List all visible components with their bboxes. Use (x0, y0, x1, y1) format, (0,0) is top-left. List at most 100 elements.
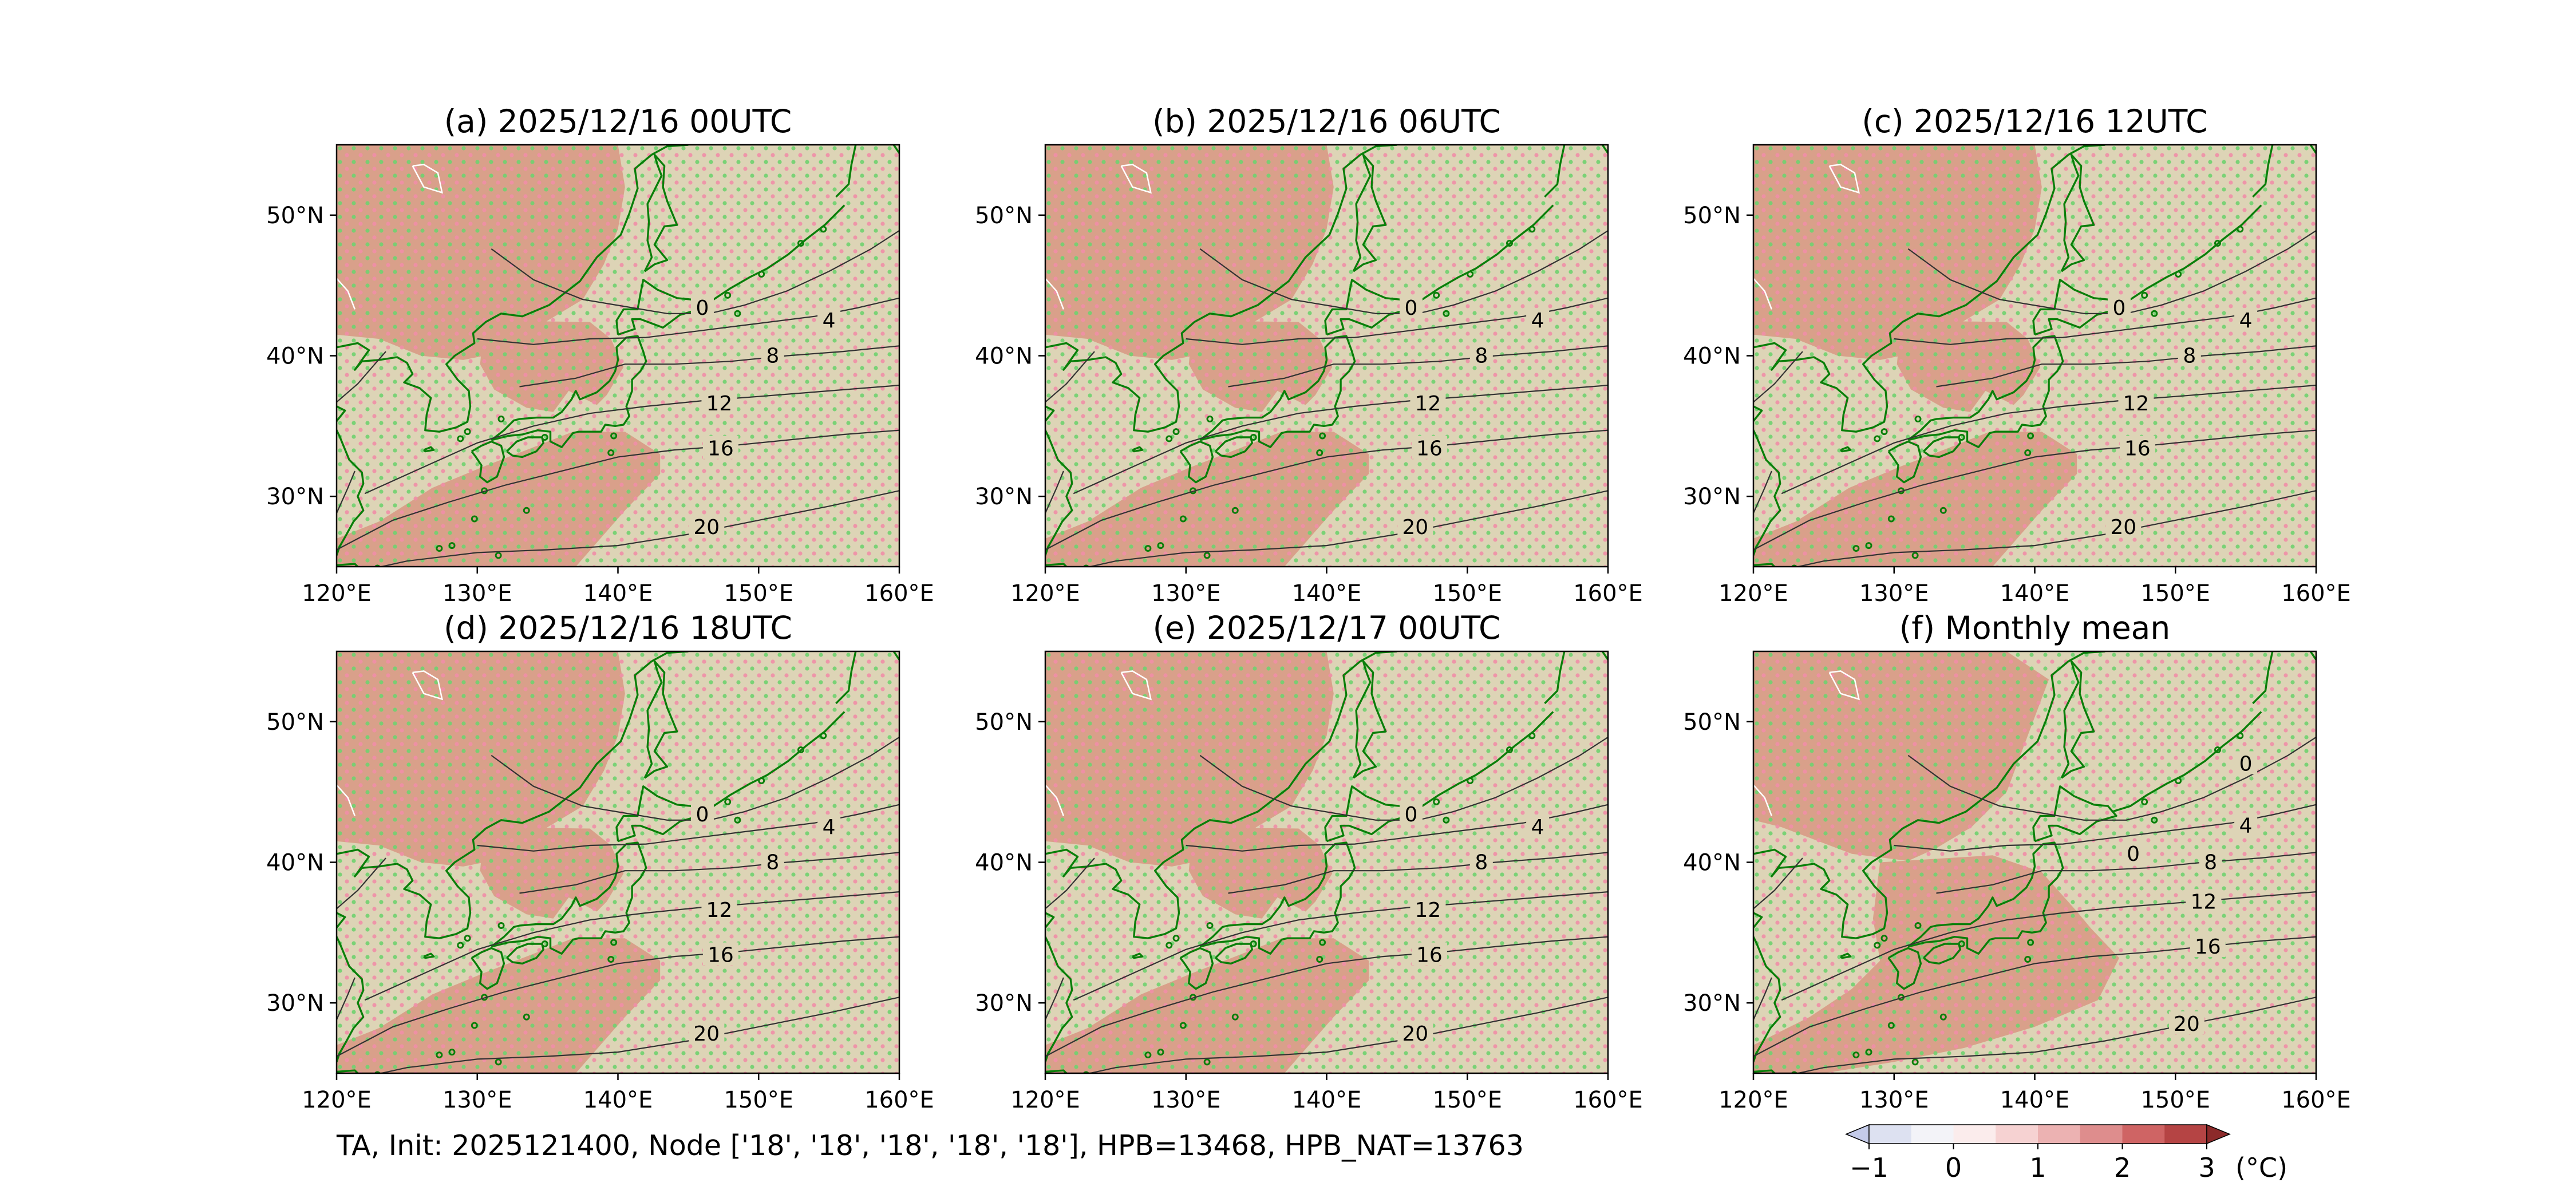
island (1467, 271, 1474, 278)
lon-tick-label: 140°E (1292, 1087, 1362, 1113)
contour-line (337, 936, 899, 1057)
contour-label-bg (1397, 1021, 1433, 1045)
island (1528, 226, 1536, 233)
contour-line (1228, 345, 1608, 388)
panel-title: (f) Monthly mean (1899, 610, 2170, 646)
island (1231, 1013, 1239, 1021)
contour-line (1045, 857, 1095, 910)
coastline (1132, 952, 1144, 959)
contour-label-bg (2119, 436, 2155, 459)
contour-label-bg (2234, 813, 2258, 836)
island (2214, 746, 2221, 753)
island (1443, 310, 1450, 317)
panel-title: (a) 2025/12/16 00UTC (444, 103, 792, 140)
coastline (695, 204, 846, 306)
island (797, 239, 804, 247)
contour-line (519, 345, 899, 388)
lat-tick-label: 30°N (975, 484, 1033, 510)
contour-label: 16 (708, 437, 734, 461)
contour-label: 20 (1402, 516, 1428, 539)
island (1874, 942, 1881, 949)
coastline (1887, 947, 1922, 990)
contour-line (1894, 297, 2316, 345)
coastline (1753, 153, 2069, 433)
lon-tick-label: 140°E (2000, 1087, 2070, 1113)
island (1528, 732, 1536, 740)
coastline (423, 446, 435, 453)
lon-tick-label: 160°E (2281, 580, 2351, 607)
lon-tick-label: 140°E (1292, 580, 1362, 607)
contour-label: 0 (1404, 803, 1417, 827)
coastline (1753, 563, 1776, 567)
island (1506, 239, 1513, 247)
contour-label-bg (2105, 515, 2142, 538)
map-panel-c: (c) 2025/12/16 12UTC 0 4 8 12 16 20 120°E 130°E 1… (1683, 103, 2351, 607)
panel-title: (c) 2025/12/16 12UTC (1862, 103, 2207, 140)
coastline (892, 651, 899, 661)
lon-tick-label: 140°E (583, 1087, 653, 1113)
contour-line (519, 852, 899, 894)
contour-line (1186, 804, 1608, 852)
contour-line (1795, 997, 2316, 1073)
contour-label-bg (1526, 308, 1550, 331)
coastline (471, 947, 505, 990)
island (1250, 433, 1257, 441)
colorbar-segment (2080, 1125, 2123, 1144)
island (1165, 435, 1173, 442)
map-panel-f: (f) Monthly mean 0 0 48 12 16 20 120°E 130°E 140°… (1683, 610, 2351, 1113)
lon-tick-label: 140°E (2000, 580, 2070, 607)
contour-label-bg (2121, 841, 2145, 864)
lon-tick-label: 150°E (2140, 580, 2210, 607)
island (523, 507, 530, 514)
colorbar-segment (1911, 1125, 1954, 1144)
contour-label-bg (1469, 343, 1493, 366)
coastline (2112, 204, 2262, 306)
lat-tick-label: 30°N (266, 484, 324, 510)
lon-tick-label: 140°E (583, 580, 653, 607)
lon-tick-label: 120°E (1010, 1087, 1080, 1113)
contour-label-bg (702, 942, 738, 966)
coastline (423, 952, 435, 959)
island (1958, 433, 1965, 441)
contour-line (364, 891, 899, 1001)
coastline (1132, 446, 1144, 453)
coastline (1753, 1069, 1776, 1073)
contour-line (1753, 977, 1772, 1021)
contour-line (1753, 857, 1803, 910)
contour-label-bg (761, 343, 784, 366)
contour-label: 4 (823, 816, 836, 839)
coastline (1923, 436, 1961, 458)
coastline (1215, 436, 1253, 458)
contour-line (1186, 297, 1608, 345)
coastline (2060, 660, 2095, 779)
contour-label-bg (701, 391, 737, 414)
contour-label: 16 (1416, 944, 1443, 967)
island (1433, 798, 1440, 805)
lat-tick-label: 50°N (266, 709, 324, 736)
lat-tick-label: 50°N (975, 709, 1033, 736)
coastline (1544, 651, 1566, 705)
island (1791, 564, 1797, 567)
island (495, 552, 502, 559)
contour-line (337, 857, 386, 910)
island (1852, 1051, 1860, 1059)
coastline (1045, 912, 1073, 1062)
coastline (2252, 145, 2274, 198)
island (1467, 777, 1474, 785)
panel-title: (b) 2025/12/16 06UTC (1152, 103, 1501, 140)
island (1939, 507, 1947, 514)
island (464, 935, 471, 942)
coastline (1045, 563, 1068, 567)
map-panel-e: (e) 2025/12/17 00UTC 0 4 8 12 16 20 120°E 130°E 1… (975, 610, 1643, 1113)
map-body: 0 4 8 12 16 20 (337, 145, 899, 567)
contour-label-bg (817, 814, 841, 838)
island (471, 1022, 478, 1029)
island (820, 732, 827, 740)
coastline (1923, 943, 1961, 965)
colorbar-segment (1996, 1125, 2038, 1144)
contour-label-bg (2234, 751, 2258, 774)
contour-label: 12 (2123, 392, 2150, 416)
coastline (337, 912, 365, 1062)
contour-label: 16 (2195, 935, 2221, 959)
